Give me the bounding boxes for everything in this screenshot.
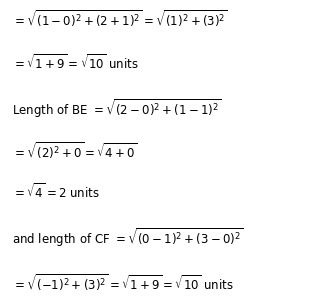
Text: $= \sqrt{4} = 2$ units: $= \sqrt{4} = 2$ units — [12, 182, 100, 201]
Text: $= \sqrt{(-1)^2+(3)^2} = \sqrt{1+9} = \sqrt{10}$ units: $= \sqrt{(-1)^2+(3)^2} = \sqrt{1+9} = \s… — [12, 272, 234, 294]
Text: and length of CF $= \sqrt{(0-1)^2+(3-0)^2}$: and length of CF $= \sqrt{(0-1)^2+(3-0)^… — [12, 226, 244, 248]
Text: $= \sqrt{(2)^2+0} = \sqrt{4+0}$: $= \sqrt{(2)^2+0} = \sqrt{4+0}$ — [12, 141, 138, 162]
Text: Length of BE $= \sqrt{(2-0)^2+(1-1)^2}$: Length of BE $= \sqrt{(2-0)^2+(1-1)^2}$ — [12, 97, 222, 120]
Text: $= \sqrt{(1-0)^2+(2+1)^2} = \sqrt{(1)^2+(3)^2}$: $= \sqrt{(1-0)^2+(2+1)^2} = \sqrt{(1)^2+… — [12, 9, 228, 31]
Text: $= \sqrt{1+9} = \sqrt{10}$ units: $= \sqrt{1+9} = \sqrt{10}$ units — [12, 53, 139, 72]
